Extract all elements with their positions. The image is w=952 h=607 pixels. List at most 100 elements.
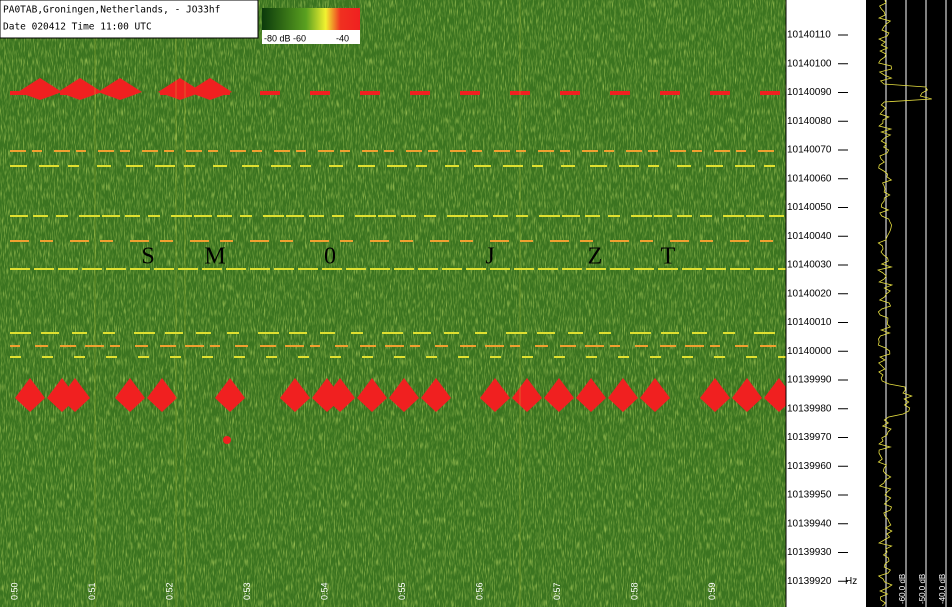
signal-dash [660,345,676,347]
signal-dash [706,268,726,270]
signal-dash [285,345,304,347]
signal-dash [516,215,528,217]
signal-dash [445,165,459,167]
annotation-letter: T [661,244,676,270]
signal-dash [426,356,437,358]
signal-dash [610,345,620,347]
signal-dash [310,345,320,347]
signal-dash [309,215,324,217]
frequency-label: 10140010 [787,317,832,328]
signal-dash [160,345,176,347]
colorbar-label: -40 [336,33,349,43]
signal-dash [76,150,86,152]
signal-dash [346,268,366,270]
signal-dash [580,240,593,242]
signal-dash [274,268,294,270]
signal-dash [410,91,430,95]
signal-dash [746,215,764,217]
signal-dash [410,345,420,347]
signal-dash [329,165,343,167]
signal-dash [362,356,373,358]
signal-dash [428,150,438,152]
signal-dash [385,345,404,347]
signal-dash [506,332,527,334]
signal-dash [736,150,746,152]
colorbar-label: -80 dB -60 [264,33,306,43]
signal-dash [760,91,780,95]
signal-dash [186,150,202,152]
signal-dash [263,215,284,217]
signal-dash [630,332,651,334]
signal-dash [252,150,262,152]
signal-dash [98,150,114,152]
signal-dash [474,165,491,167]
signal-dash [460,240,473,242]
signal-dash [155,165,175,167]
signal-dash [40,240,53,242]
waterfall-screen: PA0TAB,Groningen,Netherlands, - JO33hf D… [0,0,952,607]
header-line: Date 020412 Time 11:00 UTC [3,22,152,33]
signal-dash [561,165,575,167]
signal-dash [714,356,725,358]
annotation-letter: S [141,244,154,270]
signal-dash [97,165,111,167]
signal-dash [493,215,508,217]
signal-dash [370,268,390,270]
signal-dash [568,332,583,334]
signal-dash [10,268,30,270]
signal-dash [516,150,526,152]
frequency-label: 10139980 [787,403,832,414]
level-label: -60.0 dB [898,574,907,604]
signal-dash [560,150,570,152]
signal-dash [475,332,487,334]
signal-dash [32,150,42,152]
signal-dash [148,215,160,217]
signal-dash [550,240,569,242]
signal-dash [234,356,245,358]
signal-dash [586,356,597,358]
signal-dash [470,215,488,217]
signal-dash [213,165,227,167]
signal-dash [134,332,155,334]
signal-dash [335,345,348,347]
signal-dash [634,268,654,270]
signal-dash [442,268,462,270]
signal-dash [208,150,218,152]
signal-dash [710,91,730,95]
signal-dash [33,215,48,217]
time-label: 0:51 [87,582,97,600]
signal-dash [100,240,113,242]
signal-dash [490,356,501,358]
signal-dash [165,332,183,334]
signal-dash [226,268,246,270]
frequency-label: 10139940 [787,518,832,529]
signal-dash [514,268,534,270]
signal-dash [537,332,555,334]
frequency-label: 10139920 [787,576,832,587]
signal-dash [610,91,630,95]
signal-dash [510,345,520,347]
signal-dash [266,356,277,358]
signal-dash [10,356,21,358]
signal-dash [271,165,291,167]
signal-dash [490,240,509,242]
signal-dash [460,345,476,347]
signal-dash [730,240,749,242]
signal-dash [754,268,774,270]
signal-dash [300,165,311,167]
signal-dash [185,345,204,347]
signal-dash [460,91,480,95]
signal-dash [560,345,576,347]
signal-dash [330,356,341,358]
signal-dash [730,268,750,270]
signal-dash [654,215,672,217]
signal-dash [754,332,775,334]
signal-dash [585,215,600,217]
frequency-label: 10139930 [787,547,832,558]
signal-dash [677,165,691,167]
signal-dash [635,345,648,347]
signal-dash [401,215,416,217]
signal-dash [298,356,309,358]
signal-dash [332,215,344,217]
signal-dash [723,332,735,334]
